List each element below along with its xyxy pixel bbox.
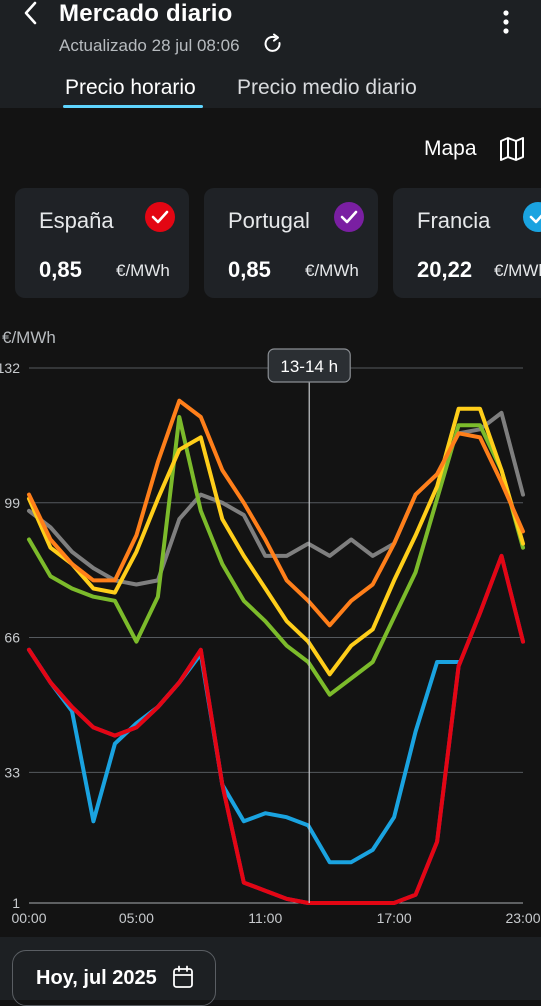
price-unit: €/MWh — [116, 261, 170, 280]
hour-tooltip-label: 13-14 h — [280, 357, 338, 376]
x-tick-label: 00:00 — [11, 910, 46, 926]
tab-precio-horario[interactable]: Precio horario — [65, 76, 196, 99]
more-vertical-icon[interactable] — [494, 8, 518, 38]
map-icon[interactable] — [498, 135, 526, 163]
country-card-france[interactable]: Francia 20,22 €/MWh — [393, 188, 541, 298]
hour-tooltip-box — [267, 348, 351, 383]
y-tick-label: 99 — [4, 495, 20, 511]
x-tick-label: 23:00 — [505, 910, 540, 926]
price-unit: €/MWh — [494, 261, 541, 280]
date-label: Hoy, jul 2025 — [36, 967, 157, 989]
country-price: 0,85 — [39, 257, 82, 282]
series-line — [27, 406, 525, 677]
country-name: Francia — [417, 208, 491, 233]
map-button[interactable]: Mapa — [424, 137, 477, 160]
footer-bar: Hoy, jul 2025 — [0, 937, 541, 1006]
app-header: Mercado diario Actualizado 28 jul 08:06 … — [0, 0, 541, 108]
checkbox-checked-icon[interactable] — [334, 202, 364, 232]
x-tick-label: 05:00 — [119, 910, 154, 926]
y-tick-label: 132 — [0, 360, 20, 376]
active-tab-indicator — [63, 105, 203, 108]
price-unit: €/MWh — [305, 261, 359, 280]
series-line — [27, 647, 461, 865]
country-price: 0,85 — [228, 257, 271, 282]
y-tick-label: 33 — [4, 764, 20, 780]
y-tick-label: 1 — [12, 895, 20, 911]
y-tick-label: 66 — [4, 630, 20, 646]
chevron-left-icon[interactable] — [18, 0, 44, 26]
hourly-price-chart[interactable]: €/MWh 1 33 66 99 132 00:00 05:00 11:00 17:00 23:00… — [0, 320, 541, 930]
country-price: 20,22 — [417, 257, 473, 282]
x-tick-label: 11:00 — [248, 910, 282, 926]
x-tick-label: 17:00 — [377, 910, 412, 926]
series-line — [27, 398, 525, 628]
tab-precio-medio-diario[interactable]: Precio medio diario — [237, 76, 417, 99]
page-title: Mercado diario — [59, 0, 233, 27]
series-line — [27, 553, 525, 905]
country-card-spain[interactable]: España 0,85 €/MWh — [15, 188, 189, 298]
country-card-portugal[interactable]: Portugal 0,85 €/MWh — [204, 188, 378, 298]
y-axis-label: €/MWh — [2, 328, 56, 347]
updated-timestamp: Actualizado 28 jul 08:06 — [59, 36, 240, 55]
date-picker-button[interactable]: Hoy, jul 2025 — [12, 950, 216, 1006]
country-name: Portugal — [228, 208, 310, 233]
calendar-icon — [173, 965, 193, 988]
checkbox-checked-icon[interactable] — [523, 202, 541, 232]
checkbox-checked-icon[interactable] — [145, 202, 175, 232]
refresh-icon[interactable] — [262, 33, 284, 55]
country-name: España — [39, 208, 114, 233]
series-line — [27, 415, 525, 697]
